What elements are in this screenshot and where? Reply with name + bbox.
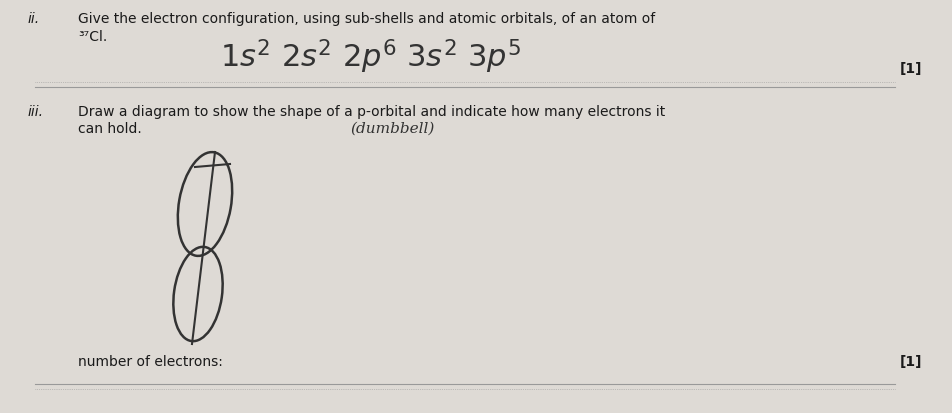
Text: [1]: [1] <box>900 354 922 368</box>
Text: Give the electron configuration, using sub-shells and atomic orbitals, of an ato: Give the electron configuration, using s… <box>78 12 655 26</box>
Text: ii.: ii. <box>28 12 40 26</box>
Text: [1]: [1] <box>900 62 922 76</box>
Text: iii.: iii. <box>28 105 44 119</box>
Text: (dumbbell): (dumbbell) <box>350 122 434 136</box>
Text: Draw a diagram to show the shape of a p-orbital and indicate how many electrons : Draw a diagram to show the shape of a p-… <box>78 105 665 119</box>
Text: ³⁷Cl.: ³⁷Cl. <box>78 30 108 44</box>
Text: number of electrons:: number of electrons: <box>78 354 223 368</box>
Text: $1s^2\ 2s^2\ 2p^6\ 3s^2\ 3p^5$: $1s^2\ 2s^2\ 2p^6\ 3s^2\ 3p^5$ <box>220 38 522 76</box>
Text: can hold.: can hold. <box>78 122 142 136</box>
